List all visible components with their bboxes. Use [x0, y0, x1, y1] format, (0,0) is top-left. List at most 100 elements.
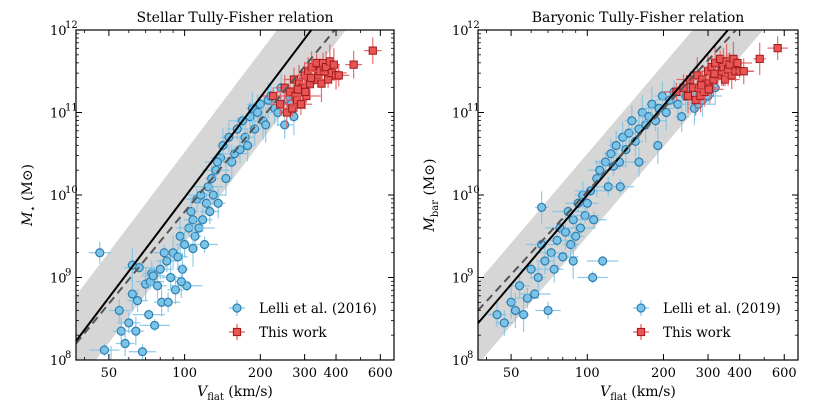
data-point: [213, 198, 223, 208]
y-tick-label: 10: [50, 354, 67, 369]
data-point: [144, 310, 154, 320]
data-point: [269, 91, 278, 101]
data-point: [546, 248, 556, 258]
data-point: [137, 347, 148, 357]
y-tick-label: 10: [452, 272, 469, 287]
data-point: [704, 85, 713, 94]
data-point: [560, 227, 571, 237]
data-point: [288, 104, 297, 113]
chart-title: Stellar Tully-Fisher relation: [136, 10, 333, 26]
data-point: [575, 223, 586, 233]
y-tick-exponent: 12: [467, 20, 480, 31]
data-point: [661, 107, 671, 118]
data-point: [571, 231, 581, 241]
x-tick-label: 50: [101, 366, 118, 381]
data-point: [739, 67, 748, 76]
data-point: [568, 256, 578, 266]
y-label-unit: (M⊙): [20, 164, 36, 205]
data-point: [261, 120, 271, 130]
data-point: [306, 73, 316, 82]
x-label-main: V: [600, 384, 612, 400]
data-point: [162, 256, 172, 266]
data-point: [558, 252, 568, 262]
data-point: [198, 215, 208, 225]
data-point: [190, 231, 200, 241]
data-point: [611, 140, 621, 151]
data-point: [552, 235, 562, 245]
data-point: [289, 112, 299, 122]
x-label-unit: (km/s): [224, 384, 273, 400]
data-point: [634, 157, 644, 167]
x-label-sub: flat: [610, 392, 627, 403]
data-point: [710, 69, 719, 78]
legend-marker: [232, 327, 242, 337]
plot-area: [478, 30, 788, 360]
data-point: [697, 81, 706, 90]
data-point: [152, 281, 163, 291]
data-point: [368, 46, 377, 55]
data-point: [598, 256, 608, 266]
data-point: [526, 264, 536, 274]
data-point: [499, 318, 509, 328]
data-point: [568, 215, 578, 225]
y-label-sub: bar: [430, 200, 441, 217]
x-tick-label: 600: [772, 366, 797, 381]
y-axis-label: M⋆ (M⊙): [20, 164, 39, 227]
data-point: [132, 296, 143, 306]
data-point: [733, 58, 742, 68]
data-point: [148, 271, 158, 281]
legend: Lelli et al. (2019) This work: [633, 300, 781, 341]
x-axis-label: Vflat (km/s): [600, 384, 676, 403]
x-label-main: V: [197, 384, 209, 400]
data-point: [175, 231, 185, 241]
legend-label: This work: [259, 325, 327, 341]
dashed-line: [76, 30, 336, 345]
data-point: [150, 320, 160, 330]
data-point: [296, 100, 306, 109]
data-point: [176, 277, 186, 287]
data-point: [589, 215, 599, 225]
x-tick-label: 200: [651, 366, 676, 381]
data-point: [203, 182, 213, 192]
y-tick-exponent: 9: [65, 268, 71, 279]
scatter-band: [478, 30, 764, 360]
y-tick-exponent: 8: [65, 350, 71, 361]
data-point: [180, 239, 190, 250]
data-point: [773, 44, 782, 53]
chart-title: Baryonic Tully-Fisher relation: [532, 10, 745, 26]
data-point: [177, 264, 187, 274]
x-tick-label: 300: [696, 366, 721, 381]
x-label-sub: flat: [207, 392, 224, 403]
data-point: [549, 264, 559, 274]
legend-label: Lelli et al. (2019): [663, 301, 781, 317]
this-work-series: [260, 37, 382, 128]
x-tick-label: 200: [248, 366, 273, 381]
data-point: [124, 318, 134, 328]
y-label-main: M: [20, 211, 36, 227]
y-tick-label: 10: [50, 107, 67, 122]
data-point: [510, 305, 521, 316]
data-point: [163, 297, 173, 307]
legend-marker: [636, 303, 646, 313]
x-tick-label: 600: [368, 366, 393, 381]
y-tick-label: 10: [452, 107, 469, 122]
x-label-unit: (km/s): [627, 384, 676, 400]
x-tick-label: 100: [172, 366, 197, 381]
data-point: [95, 248, 105, 258]
data-point: [683, 91, 693, 101]
y-label-sub: ⋆: [28, 205, 39, 211]
x-tick-label: 400: [727, 366, 752, 381]
data-point: [276, 100, 285, 109]
data-point: [506, 297, 516, 307]
data-point: [114, 305, 124, 316]
data-point: [127, 289, 137, 299]
data-point: [595, 165, 605, 175]
data-point: [537, 202, 547, 212]
data-point: [317, 79, 326, 88]
data-point: [188, 244, 198, 254]
legend-marker: [636, 327, 646, 337]
data-point: [205, 206, 215, 217]
data-point: [533, 272, 543, 283]
